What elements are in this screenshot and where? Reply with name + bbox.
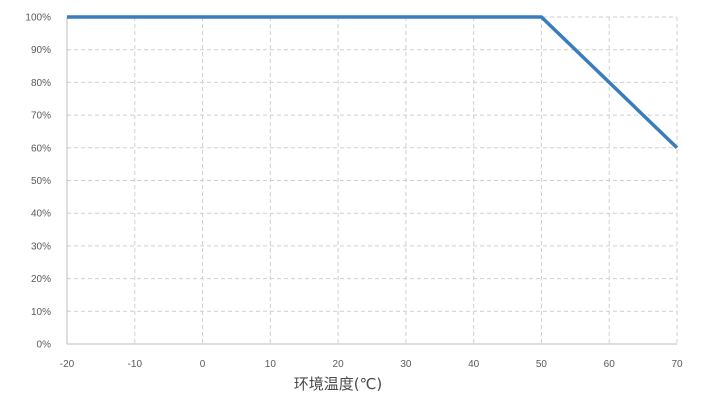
y-tick-label: 80% — [31, 78, 51, 89]
x-tick-label: 30 — [400, 359, 412, 370]
y-tick-label: 0% — [37, 340, 52, 351]
x-tick-label: 60 — [604, 359, 616, 370]
grid — [67, 16, 678, 344]
y-tick-label: 60% — [31, 143, 51, 154]
y-tick-label: 50% — [31, 176, 51, 187]
x-tick-label: 50 — [536, 359, 548, 370]
x-tick-label: 40 — [468, 359, 480, 370]
y-tick-label: 10% — [31, 307, 51, 318]
axes — [66, 17, 677, 345]
x-tick-label: 10 — [265, 359, 277, 370]
y-tick-labels: 0% 10% 20% 30% 40% 50% 60% 70% 80% 90% 100% — [25, 13, 51, 351]
x-tick-label: -20 — [60, 359, 75, 370]
y-tick-label: 30% — [31, 241, 51, 252]
x-axis-label: 环境温度(℃) — [294, 375, 383, 393]
series-layer — [67, 15, 679, 150]
y-tick-label: 40% — [31, 209, 51, 220]
y-tick-label: 20% — [31, 274, 51, 285]
x-tick-label: 70 — [671, 359, 683, 370]
y-tick-label: 90% — [31, 45, 51, 56]
y-tick-label: 70% — [31, 111, 51, 122]
x-tick-label: -10 — [128, 359, 143, 370]
y-tick-label: 100% — [25, 13, 51, 24]
x-tick-label: 20 — [333, 359, 345, 370]
x-tick-labels: -20 -10 0 10 20 30 40 50 60 70 — [60, 359, 683, 370]
x-tick-label: 0 — [200, 359, 206, 370]
series-line — [67, 15, 679, 150]
